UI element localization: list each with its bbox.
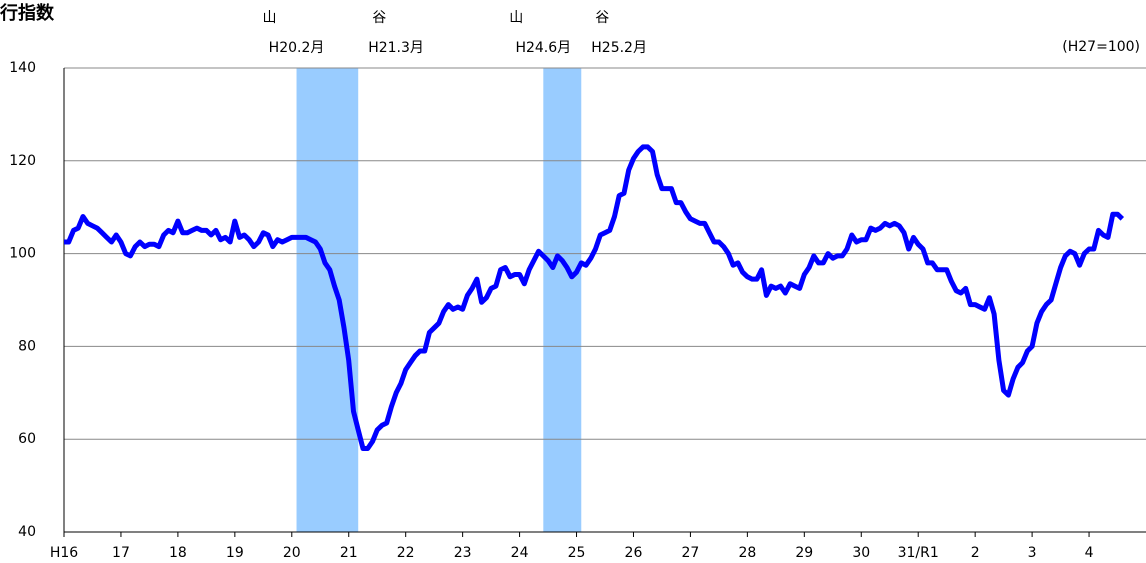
y-tick-label: 100	[9, 246, 36, 262]
peak-label: 山	[263, 10, 277, 26]
x-tick-label: 26	[625, 545, 643, 561]
chart-title: 行指数	[0, 2, 55, 24]
trough-label: 谷	[372, 10, 386, 26]
peak-date: H20.2月	[269, 40, 325, 56]
x-tick-label: 31/R1	[898, 545, 939, 561]
x-tick-label: 27	[682, 545, 700, 561]
y-tick-label: 40	[18, 524, 36, 540]
trough-date: H25.2月	[591, 40, 647, 56]
x-tick-label: 19	[226, 545, 244, 561]
x-tick-label: 22	[397, 545, 415, 561]
x-tick-label: 3	[1028, 545, 1037, 561]
y-tick-label: 80	[18, 338, 36, 354]
x-tick-label: H16	[50, 545, 78, 561]
base-note: (H27=100)	[1062, 39, 1140, 55]
x-tick-label: 2	[971, 545, 980, 561]
data-line	[64, 144, 1125, 451]
y-tick-label: 120	[9, 153, 36, 169]
x-tick-label: 21	[340, 545, 358, 561]
y-tick-label: 60	[18, 431, 36, 447]
x-tick-label: 30	[852, 545, 870, 561]
x-tick-label: 17	[112, 545, 130, 561]
x-tick-label: 18	[169, 545, 187, 561]
x-tick-label: 24	[511, 545, 529, 561]
peak-date: H24.6月	[515, 40, 571, 56]
recession-band	[296, 68, 359, 532]
x-tick-label: 20	[283, 545, 301, 561]
trough-label: 谷	[595, 10, 609, 26]
trough-date: H21.3月	[368, 40, 424, 56]
x-tick-label: 23	[454, 545, 472, 561]
x-tick-label: 29	[795, 545, 813, 561]
x-tick-label: 28	[738, 545, 756, 561]
x-tick-label: 25	[568, 545, 586, 561]
x-tick-label: 4	[1085, 545, 1094, 561]
y-tick-label: 140	[9, 60, 36, 76]
recession-band	[543, 68, 582, 532]
peak-label: 山	[509, 10, 523, 26]
